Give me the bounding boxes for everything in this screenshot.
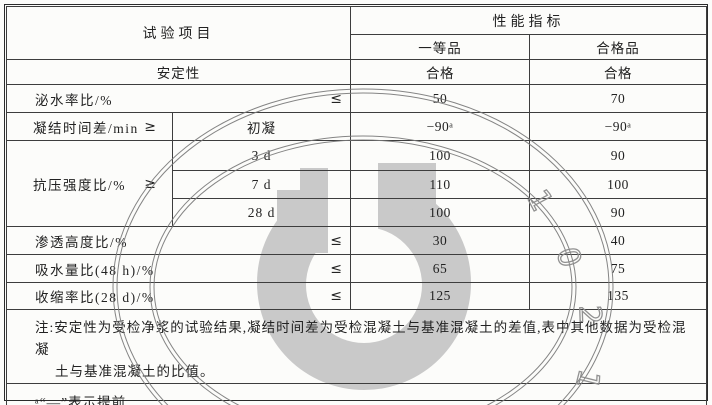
- cell-footnote: ᵃ“—”表示提前: [6, 383, 707, 405]
- test-item-header-label: 试验项目: [142, 27, 215, 42]
- spec-table: 试验项目 性能指标 一等品 合格品 安定性 合格 合格 泌水率比/%: [6, 6, 707, 405]
- cell-setting-qualified: −90ᵃ: [529, 112, 707, 141]
- performance-header-label: 性能指标: [492, 14, 565, 30]
- cell-stability-label: 安定性: [6, 59, 351, 85]
- cell-28d-qualified: 90: [529, 198, 707, 227]
- cell-age-28d: 28 d: [172, 198, 351, 227]
- table-row: 吸水量比(48 h)/% ≤ 65 75: [6, 254, 707, 283]
- cell-first-grade-header: 一等品: [350, 34, 530, 60]
- lte-operator: ≤: [330, 90, 342, 107]
- table-row: 渗透高度比/% ≤ 30 40: [6, 226, 707, 255]
- cell-performance-header: 性能指标: [350, 6, 707, 35]
- cell-stability-qualified: 合格: [529, 59, 707, 85]
- lte-operator: ≤: [330, 260, 342, 277]
- cell-3d-qualified: 90: [529, 140, 707, 171]
- water-absorption-label: 吸水量比(48 h)/%: [35, 262, 155, 278]
- cell-bleeding-first: 50: [350, 84, 530, 113]
- cell-setting-time-label: 凝结时间差/min ≥: [6, 112, 173, 141]
- cell-7d-first: 110: [350, 170, 530, 199]
- gte-operator: ≥: [144, 175, 156, 192]
- cell-bleeding-label: 泌水率比/% ≤: [6, 84, 351, 113]
- cell-age-3d: 3 d: [172, 140, 351, 171]
- table-row: 收缩率比(28 d)/% ≤ 125 135: [6, 282, 707, 310]
- table-row: 安定性 合格 合格: [6, 59, 707, 85]
- cell-water-absorption-label: 吸水量比(48 h)/% ≤: [6, 254, 351, 283]
- cell-3d-first: 100: [350, 140, 530, 171]
- table-row: 凝结时间差/min ≥ 初凝 −90ᵃ −90ᵃ: [6, 112, 707, 141]
- cell-age-7d: 7 d: [172, 170, 351, 199]
- cell-shrinkage-label: 收缩率比(28 d)/% ≤: [6, 282, 351, 310]
- cell-water-absorption-first: 65: [350, 254, 530, 283]
- cell-stability-first: 合格: [350, 59, 530, 85]
- setting-time-label: 凝结时间差/min: [33, 120, 139, 136]
- table-row: 注:安定性为受检净浆的试验结果,凝结时间差为受检混凝土与基准混凝土的差值,表中其…: [6, 309, 707, 384]
- note-line-2: 土与基准混凝土的比值。: [55, 364, 215, 379]
- cell-penetration-qualified: 40: [529, 226, 707, 255]
- cell-test-item-header: 试验项目: [6, 6, 351, 60]
- cell-penetration-label: 渗透高度比/% ≤: [6, 226, 351, 255]
- penetration-label: 渗透高度比/%: [35, 234, 128, 250]
- spec-table-border: 试验项目 性能指标 一等品 合格品 安定性 合格 合格 泌水率比/%: [4, 4, 708, 405]
- table-row: 一等品 合格品: [7, 34, 707, 60]
- gte-operator: ≥: [144, 118, 156, 135]
- cell-compressive-label: 抗压强度比/% ≥: [6, 140, 173, 227]
- bleeding-label: 泌水率比/%: [35, 92, 113, 108]
- cell-table-note: 注:安定性为受检净浆的试验结果,凝结时间差为受检混凝土与基准混凝土的差值,表中其…: [6, 309, 707, 384]
- cell-initial-setting: 初凝: [172, 112, 351, 141]
- cell-shrinkage-qualified: 135: [529, 282, 707, 310]
- shrinkage-label: 收缩率比(28 d)/%: [35, 290, 155, 305]
- cell-penetration-first: 30: [350, 226, 530, 255]
- cell-qualified-header: 合格品: [529, 34, 707, 60]
- lte-operator: ≤: [330, 232, 342, 249]
- lte-operator: ≤: [330, 288, 342, 304]
- table-row: 泌水率比/% ≤ 50 70: [6, 84, 707, 113]
- note-line-1: 注:安定性为受检净浆的试验结果,凝结时间差为受检混凝土与基准混凝土的差值,表中其…: [35, 320, 687, 357]
- cell-water-absorption-qualified: 75: [529, 254, 707, 283]
- table-row: 试验项目 性能指标: [6, 6, 707, 60]
- cell-shrinkage-first: 125: [350, 282, 530, 310]
- table-row: ᵃ“—”表示提前: [6, 383, 707, 405]
- table-row: 抗压强度比/% ≥ 3 d 100 90: [6, 140, 707, 227]
- compressive-label: 抗压强度比/%: [33, 177, 126, 193]
- cell-28d-first: 100: [350, 198, 530, 227]
- cell-setting-first: −90ᵃ: [350, 112, 530, 141]
- cell-bleeding-qualified: 70: [529, 84, 707, 113]
- cell-7d-qualified: 100: [529, 170, 707, 199]
